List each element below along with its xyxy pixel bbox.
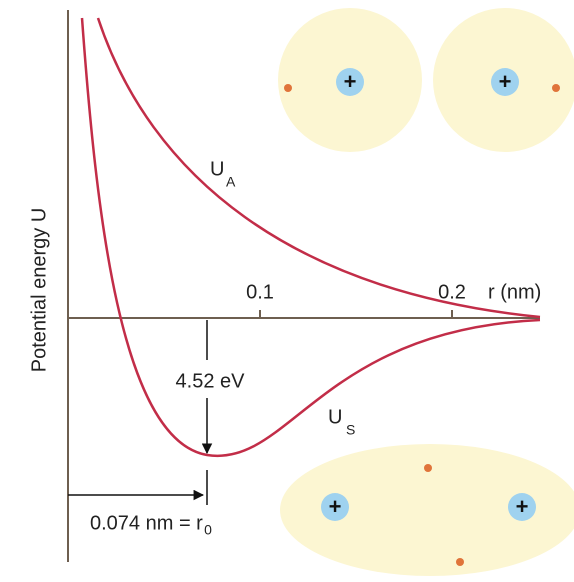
proton-sign: + (516, 494, 529, 519)
proton-sign: + (329, 494, 342, 519)
curve-label: U (210, 158, 224, 180)
curve-label: U (328, 406, 342, 428)
molecule: + + (280, 444, 574, 576)
proton-sign: + (344, 69, 357, 94)
depth-label: 4.52 eV (176, 370, 246, 392)
electron (552, 84, 560, 92)
proton-sign: + (499, 69, 512, 94)
r0-label: 0.074 nm = r (90, 512, 203, 534)
curve-label-subscript: S (346, 422, 355, 438)
x-tick-label: 0.1 (246, 281, 274, 303)
diagram: + + + + 0.1 0.2 r (nm) Potential energy … (0, 0, 574, 577)
electron (284, 84, 292, 92)
atom-pair-separate: + + (278, 8, 574, 152)
r0-subscript: 0 (204, 522, 212, 538)
electron (424, 464, 432, 472)
x-axis-label: r (nm) (488, 281, 541, 303)
y-axis-label: Potential energy U (28, 208, 50, 373)
x-tick-label: 0.2 (438, 281, 466, 303)
curve-label-subscript: A (226, 174, 236, 190)
electron (456, 558, 464, 566)
